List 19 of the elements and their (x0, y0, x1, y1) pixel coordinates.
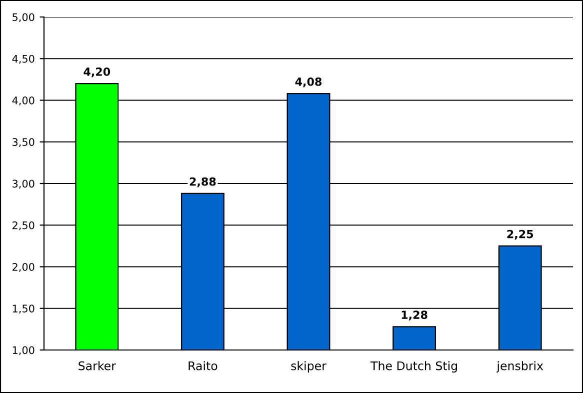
data-label: 2,25 (507, 230, 534, 240)
x-tick-label: Raito (188, 361, 218, 370)
y-tick-label: 3,00 (12, 180, 34, 189)
y-tick-label: 2,50 (12, 221, 34, 230)
data-label: 1,28 (402, 310, 428, 320)
y-tick-label: 4,50 (12, 54, 34, 64)
y-tick-label: 5,00 (12, 13, 34, 22)
x-tick-label: Sarker (78, 361, 116, 370)
data-label: 2,88 (190, 177, 216, 188)
data-label: 4,08 (295, 77, 322, 88)
x-tick-label: skiper (291, 361, 326, 373)
data-label: 4,20 (84, 67, 110, 78)
y-tick-label: 2,00 (12, 262, 34, 272)
y-tick-label: 1,00 (12, 346, 34, 356)
x-tick-label: The Dutch Stig (370, 361, 457, 373)
y-tick-label: 3,50 (12, 138, 34, 148)
y-tick-label: 4,00 (12, 96, 34, 106)
x-tick-label: jensbrix (496, 361, 544, 373)
y-tick-label: 1,50 (12, 304, 34, 314)
